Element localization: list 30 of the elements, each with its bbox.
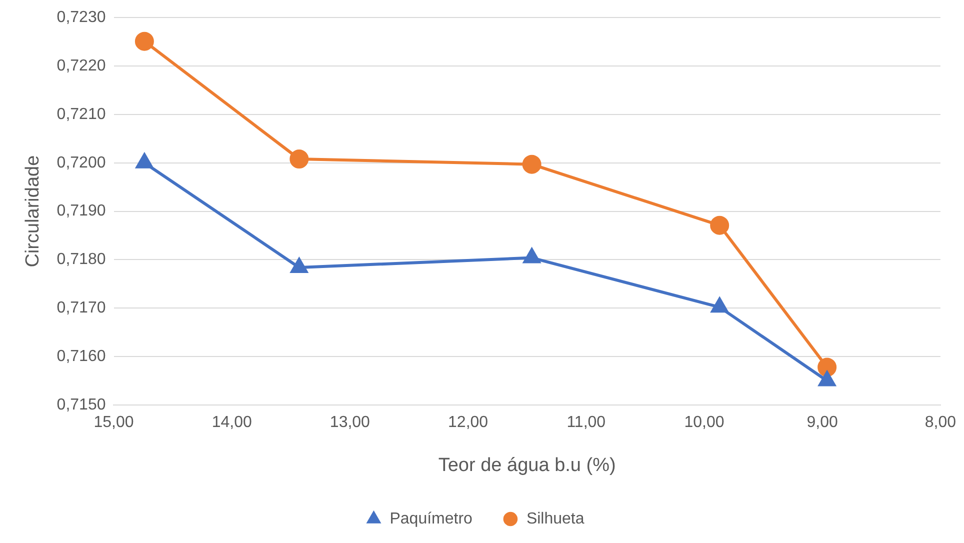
y-tick-label: 0,7220 [56,57,106,74]
point [523,248,540,264]
point [136,153,153,168]
point [134,32,154,51]
y-tick-label: 0,7190 [56,202,106,220]
x-tick-label: 10,00 [684,414,724,432]
y-tick-label: 0,7150 [56,396,106,414]
x-tick-label: 14,00 [212,414,252,432]
y-tick-label: 0,7170 [56,300,106,317]
x-axis-title: Teor de água b.u (%) [438,454,616,476]
x-tick-label: 12,00 [448,414,488,432]
point [522,154,542,174]
point [711,298,728,313]
x-tick-label: 8,00 [924,414,956,432]
y-tick-label: 0,7160 [56,348,106,365]
point [818,371,836,386]
x-tick-label: 9,00 [806,414,838,432]
y-axis-title: Circularidade [22,155,44,268]
x-tick-label: 11,00 [566,414,606,432]
point [710,216,730,235]
legend-label: Silhueta [526,510,584,528]
x-tick-label: 15,00 [94,414,134,432]
legend-label: Paquímetro [390,510,473,528]
y-tick-label: 0,7210 [56,106,106,123]
y-tick-label: 0,7230 [56,9,106,26]
x-tick-label: 13,00 [330,414,370,432]
point [290,258,308,273]
y-tick-label: 0,7200 [56,154,106,172]
y-tick-label: 0,7180 [56,251,106,268]
point [290,150,309,168]
